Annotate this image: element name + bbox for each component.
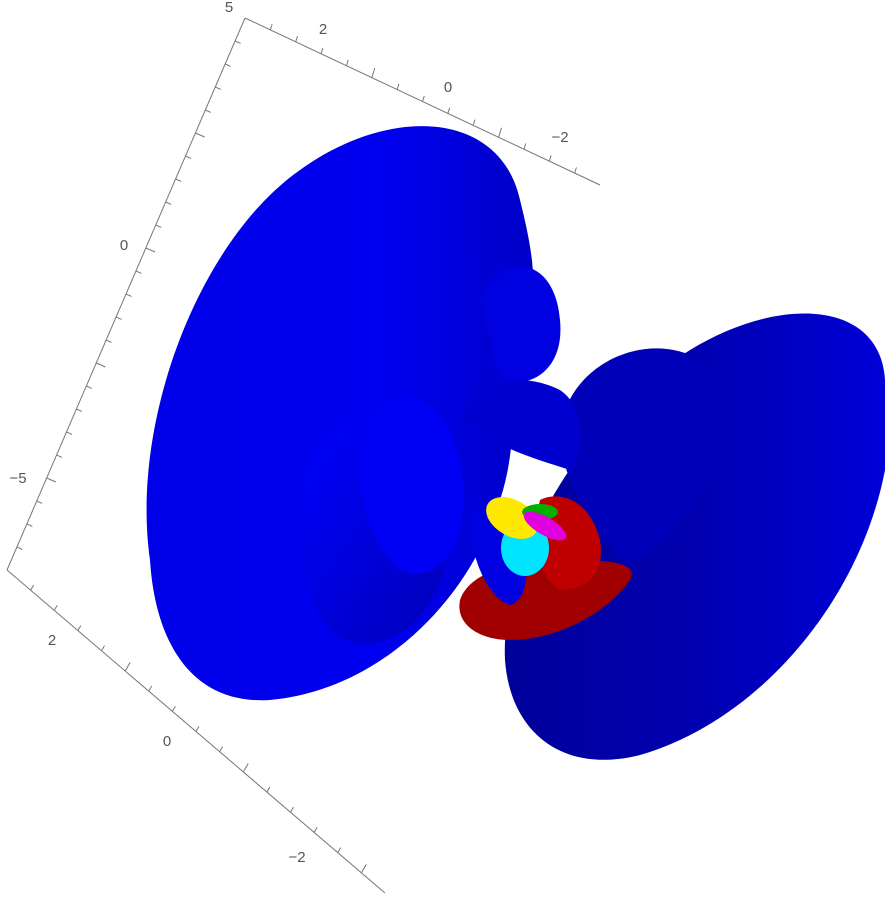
tick — [176, 179, 182, 181]
tick — [116, 317, 122, 319]
tick — [499, 128, 502, 138]
tick-label: 2 — [48, 632, 56, 649]
tick-label: −2 — [551, 129, 568, 146]
tick — [524, 144, 526, 150]
tick-label: 0 — [120, 237, 128, 254]
tick — [78, 625, 81, 630]
tick — [270, 24, 272, 30]
tick — [126, 294, 132, 296]
tick — [321, 48, 323, 54]
tick — [195, 133, 204, 137]
tick — [102, 646, 105, 651]
tick — [423, 96, 425, 102]
tick — [205, 110, 211, 112]
tick — [473, 120, 475, 126]
tick — [146, 248, 155, 252]
tick — [76, 409, 82, 411]
tick — [17, 547, 23, 549]
surface — [147, 126, 885, 760]
tick — [196, 726, 199, 731]
tick — [296, 36, 298, 42]
tick — [136, 271, 142, 273]
tick — [156, 225, 162, 227]
tick — [448, 108, 450, 114]
tick — [549, 155, 551, 161]
tick — [220, 747, 223, 752]
tick — [267, 787, 270, 792]
tick — [291, 807, 294, 812]
tick-label: 2 — [319, 21, 327, 38]
tick — [235, 41, 241, 43]
tick — [215, 87, 221, 89]
tick — [54, 605, 57, 610]
tick — [172, 706, 175, 711]
tick — [166, 202, 172, 204]
tick — [57, 455, 63, 457]
tick — [397, 84, 399, 90]
tick — [243, 763, 248, 772]
tick-label: 0 — [444, 79, 452, 96]
tick — [372, 68, 375, 78]
tick — [149, 686, 152, 691]
tick — [47, 478, 56, 482]
tick-label: −5 — [9, 470, 26, 487]
tick — [338, 848, 341, 853]
page: 5 0 −5 2 0 −2 2 0 −2 (() => { const data… — [0, 0, 885, 903]
tick — [575, 167, 577, 173]
tick — [314, 827, 317, 832]
tick — [67, 432, 73, 434]
tick — [225, 64, 231, 66]
plot-3d: 5 0 −5 2 0 −2 2 0 −2 — [0, 0, 885, 903]
tick — [27, 524, 33, 526]
tick-label: −2 — [288, 849, 305, 866]
tick — [186, 156, 192, 158]
tick — [37, 501, 43, 503]
tick — [86, 386, 92, 388]
tick-label: 5 — [225, 0, 233, 16]
tick — [106, 340, 112, 342]
tick-label: 0 — [163, 733, 171, 750]
tick — [125, 662, 130, 671]
tick — [96, 363, 105, 367]
tick — [346, 60, 348, 66]
tick — [361, 864, 366, 873]
tick — [31, 585, 34, 590]
